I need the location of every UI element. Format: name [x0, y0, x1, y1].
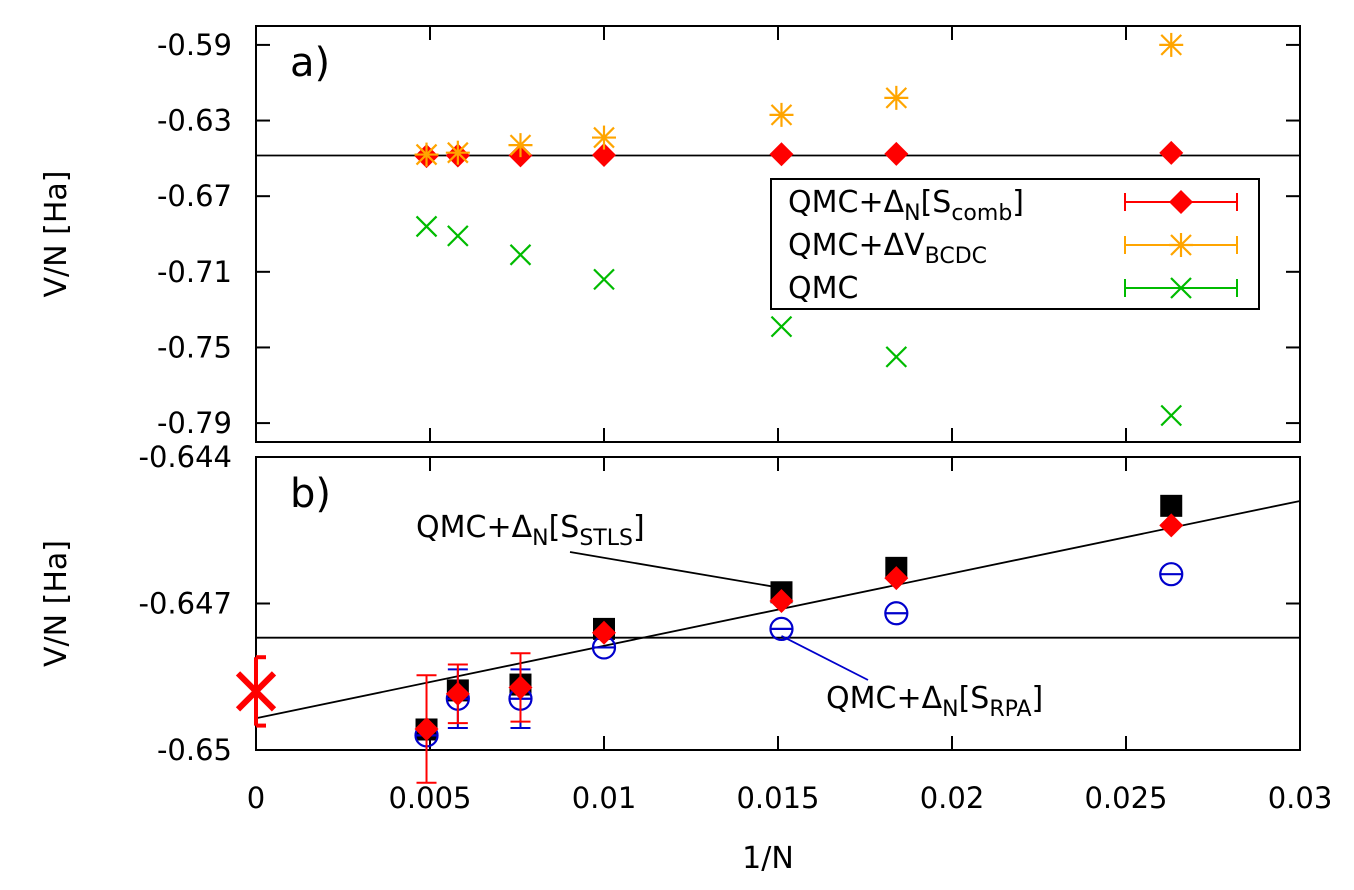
- x-tick-label: 0.01: [572, 781, 637, 815]
- y-tick-label: -0.647: [139, 587, 233, 621]
- annotation-stls-leader: [569, 551, 792, 591]
- legend-marker-bcdc: [1169, 233, 1193, 257]
- x-axis-title: 1/N: [742, 841, 794, 876]
- x-tick-label: 0.025: [1084, 781, 1167, 815]
- label-part: QMC: [788, 271, 858, 306]
- legend-marker-qmc: [1170, 277, 1192, 299]
- panel-label: a): [290, 40, 330, 86]
- extrapolated-x: [235, 671, 277, 712]
- series-qmc: [415, 215, 1183, 427]
- data-point: [447, 225, 469, 247]
- y-tick-label: -0.79: [157, 406, 232, 440]
- x-stroke: [415, 215, 438, 238]
- data-point: [769, 142, 794, 167]
- label-part: [S: [921, 185, 952, 220]
- x-stroke: [1160, 404, 1183, 427]
- data-point: [769, 589, 794, 614]
- data-point: [884, 601, 909, 626]
- legend-marker-comb: [1169, 190, 1193, 214]
- x-tick-label: 0.005: [388, 781, 471, 815]
- annotation-stls: QMC+ΔN[SSTLS]: [416, 510, 645, 551]
- x-tick-label: 0.03: [1268, 781, 1333, 815]
- data-point: [1159, 32, 1184, 57]
- series-comb: [414, 513, 1184, 784]
- data-point: [885, 346, 908, 368]
- legend-label-bcdc: QMC+ΔVBCDC: [788, 228, 987, 269]
- y-axis-title: V/N [Ha]: [39, 540, 74, 667]
- data-point: [508, 133, 533, 158]
- data-point: [445, 681, 470, 706]
- x-tick-label: 0.02: [920, 781, 985, 815]
- x-stroke: [770, 315, 793, 338]
- data-point: [445, 140, 470, 165]
- label-subscript: N: [942, 697, 958, 722]
- extrapolated-point: [235, 655, 277, 728]
- y-tick-label: -0.65: [157, 733, 232, 767]
- label-part: QMC+Δ: [788, 185, 905, 220]
- data-point: [770, 315, 793, 338]
- data-point: [884, 566, 909, 591]
- data-point: [1159, 513, 1184, 538]
- data-point: [508, 675, 533, 700]
- label-subscript: N: [904, 201, 920, 226]
- x-stroke: [447, 225, 469, 247]
- label-subscript: comb: [951, 201, 1012, 226]
- label-subscript: N: [532, 526, 548, 551]
- data-point: [509, 244, 532, 266]
- x-tick-label: 0: [247, 781, 265, 815]
- series-rpa: [414, 562, 1184, 748]
- label-subscript: STLS: [579, 526, 633, 551]
- series-bcdc: [414, 32, 1184, 167]
- data-point: [884, 85, 909, 110]
- y-tick-label: -0.71: [157, 255, 232, 289]
- data-point: [769, 616, 794, 641]
- label-part: ]: [1032, 681, 1044, 716]
- panel-b: -0.644 -0.647 -0.65 0 0.005 0.01 0.015 0.02 0.02…: [39, 440, 1332, 876]
- label-part: QMC+Δ: [826, 681, 943, 716]
- fit-line: [255, 500, 1301, 720]
- label-part: QMC+ΔV: [788, 228, 925, 263]
- x-stroke: [509, 244, 532, 266]
- annotation-rpa: QMC+ΔN[SRPA]: [826, 681, 1043, 722]
- data-point: [415, 215, 438, 238]
- data-point: [769, 102, 794, 127]
- label-subscript: BCDC: [925, 244, 987, 269]
- label-subscript: RPA: [989, 697, 1031, 722]
- data-point: [414, 142, 439, 167]
- data-point: [593, 268, 615, 291]
- panel-a: -0.59 -0.63 -0.67 -0.71 -0.75 -0.79 V/N [Ha] a)…: [39, 25, 1301, 443]
- x-stroke: [593, 268, 615, 291]
- legend-label-qmc: QMC: [788, 271, 858, 306]
- data-point: [592, 125, 616, 150]
- x-stroke: [1170, 277, 1192, 299]
- data-point: [592, 620, 616, 645]
- label-part: ]: [1012, 185, 1024, 220]
- label-part: QMC+Δ: [416, 510, 533, 545]
- panel-label: b): [290, 471, 331, 517]
- data-point: [1159, 140, 1184, 165]
- x-tick-label: 0.015: [736, 781, 819, 815]
- y-tick-label: -0.75: [157, 330, 232, 364]
- label-part: [S: [549, 510, 580, 545]
- data-point: [1160, 404, 1183, 427]
- annotation-rpa-leader: [781, 635, 869, 681]
- data-point: [884, 141, 909, 166]
- label-part: [S: [959, 681, 990, 716]
- data-point: [1159, 562, 1184, 587]
- x-stroke: [885, 346, 908, 368]
- data-point: [414, 717, 439, 742]
- y-tick-label: -0.63: [157, 104, 232, 138]
- y-tick-label: -0.644: [139, 440, 233, 474]
- label-part: ]: [633, 510, 645, 545]
- data-point: [1160, 494, 1183, 517]
- y-tick-label: -0.67: [157, 179, 232, 213]
- y-tick-label: -0.59: [157, 28, 232, 62]
- data-point: [592, 142, 616, 167]
- y-axis-title: V/N [Ha]: [39, 171, 74, 298]
- legend-label-comb: QMC+ΔN[Scomb]: [788, 185, 1024, 226]
